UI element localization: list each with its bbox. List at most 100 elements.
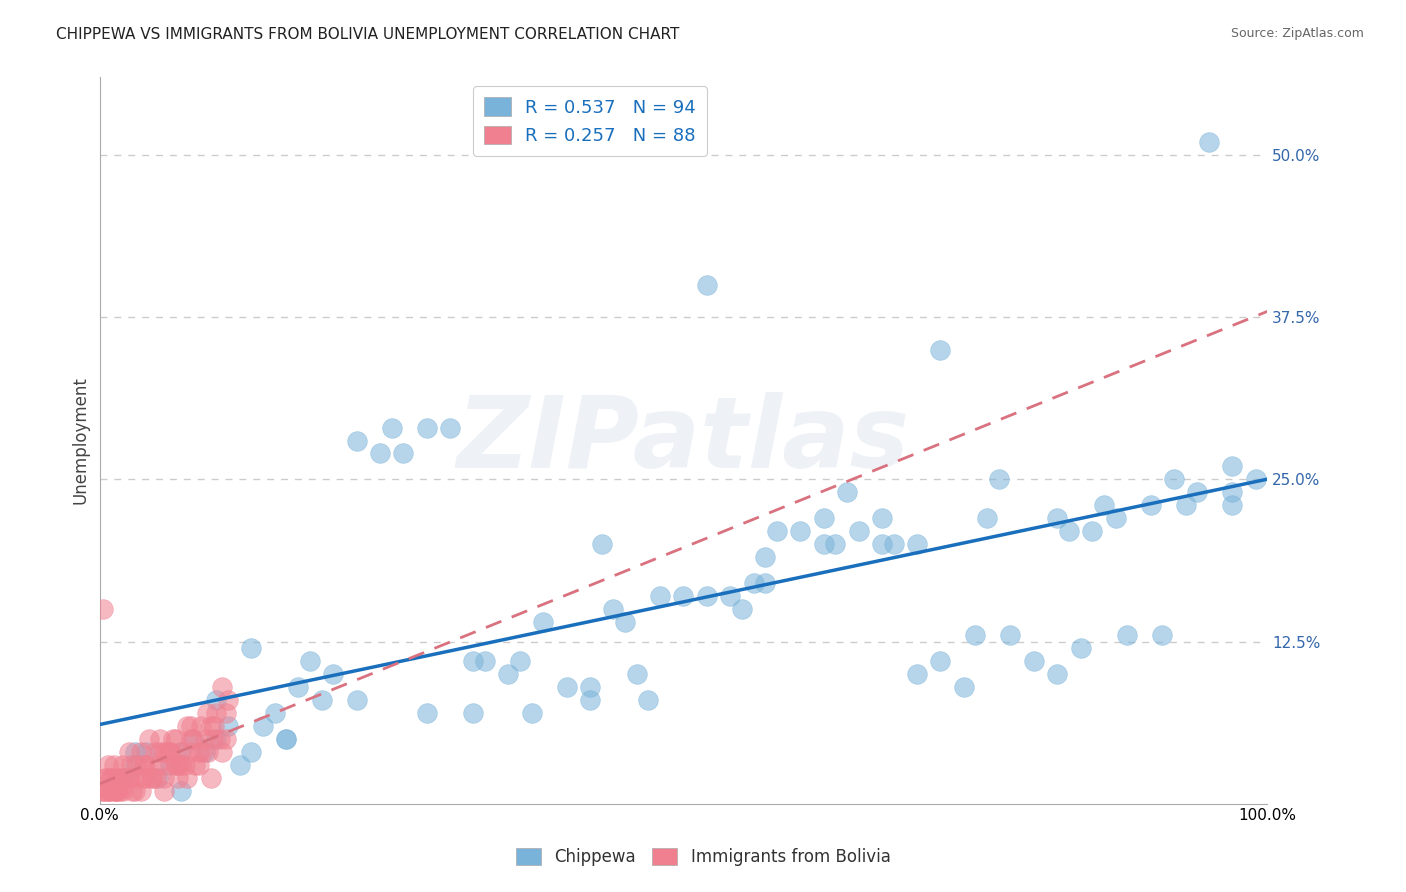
Point	[1022, 654, 1045, 668]
Point	[650, 589, 672, 603]
Point	[240, 640, 263, 655]
Point	[591, 537, 613, 551]
Point	[531, 615, 554, 629]
Point	[125, 757, 148, 772]
Point	[824, 537, 846, 551]
Point	[1057, 524, 1080, 539]
Point	[174, 757, 197, 772]
Point	[159, 757, 181, 772]
Point	[848, 524, 870, 539]
Point	[176, 719, 198, 733]
Point	[905, 667, 928, 681]
Point	[108, 783, 131, 797]
Point	[98, 783, 121, 797]
Point	[520, 706, 543, 720]
Point	[579, 680, 602, 694]
Point	[197, 745, 219, 759]
Point	[149, 745, 172, 759]
Point	[103, 757, 125, 772]
Point	[311, 693, 333, 707]
Point	[105, 771, 128, 785]
Point	[180, 719, 202, 733]
Point	[165, 757, 187, 772]
Point	[105, 783, 128, 797]
Point	[132, 757, 155, 772]
Point	[141, 771, 163, 785]
Point	[118, 745, 141, 759]
Point	[217, 693, 239, 707]
Point	[579, 693, 602, 707]
Point	[162, 731, 184, 746]
Point	[215, 731, 238, 746]
Point	[200, 719, 222, 733]
Point	[789, 524, 811, 539]
Point	[97, 757, 120, 772]
Point	[187, 757, 209, 772]
Point	[191, 745, 214, 759]
Point	[100, 771, 122, 785]
Point	[870, 511, 893, 525]
Point	[170, 745, 193, 759]
Point	[322, 667, 344, 681]
Point	[1187, 485, 1209, 500]
Legend: R = 0.537   N = 94, R = 0.257   N = 88: R = 0.537 N = 94, R = 0.257 N = 88	[472, 87, 707, 156]
Point	[835, 485, 858, 500]
Point	[111, 783, 134, 797]
Point	[509, 654, 531, 668]
Point	[1163, 472, 1185, 486]
Point	[111, 771, 134, 785]
Point	[187, 745, 209, 759]
Point	[1244, 472, 1267, 486]
Point	[555, 680, 578, 694]
Point	[883, 537, 905, 551]
Point	[105, 783, 128, 797]
Point	[200, 771, 222, 785]
Point	[415, 706, 437, 720]
Point	[190, 719, 212, 733]
Point	[184, 757, 207, 772]
Point	[211, 745, 233, 759]
Point	[181, 731, 204, 746]
Point	[170, 783, 193, 797]
Point	[118, 771, 141, 785]
Point	[1152, 628, 1174, 642]
Point	[153, 771, 176, 785]
Point	[143, 745, 166, 759]
Point	[94, 771, 117, 785]
Point	[91, 602, 114, 616]
Point	[614, 615, 637, 629]
Point	[114, 771, 136, 785]
Point	[637, 693, 659, 707]
Point	[217, 719, 239, 733]
Point	[159, 745, 181, 759]
Point	[1174, 499, 1197, 513]
Point	[870, 537, 893, 551]
Point	[1046, 511, 1069, 525]
Point	[104, 783, 127, 797]
Point	[91, 783, 114, 797]
Point	[167, 757, 190, 772]
Point	[165, 731, 187, 746]
Point	[1104, 511, 1126, 525]
Legend: Chippewa, Immigrants from Bolivia: Chippewa, Immigrants from Bolivia	[508, 840, 898, 875]
Point	[124, 771, 146, 785]
Point	[100, 771, 122, 785]
Point	[1081, 524, 1104, 539]
Point	[298, 654, 321, 668]
Point	[215, 706, 238, 720]
Point	[1198, 136, 1220, 150]
Point	[181, 731, 204, 746]
Point	[1000, 628, 1022, 642]
Point	[141, 771, 163, 785]
Point	[180, 731, 202, 746]
Point	[346, 434, 368, 448]
Point	[124, 745, 146, 759]
Text: Source: ZipAtlas.com: Source: ZipAtlas.com	[1230, 27, 1364, 40]
Point	[146, 771, 169, 785]
Point	[96, 771, 118, 785]
Point	[346, 693, 368, 707]
Point	[229, 757, 252, 772]
Point	[120, 757, 142, 772]
Point	[1220, 499, 1243, 513]
Point	[1092, 499, 1115, 513]
